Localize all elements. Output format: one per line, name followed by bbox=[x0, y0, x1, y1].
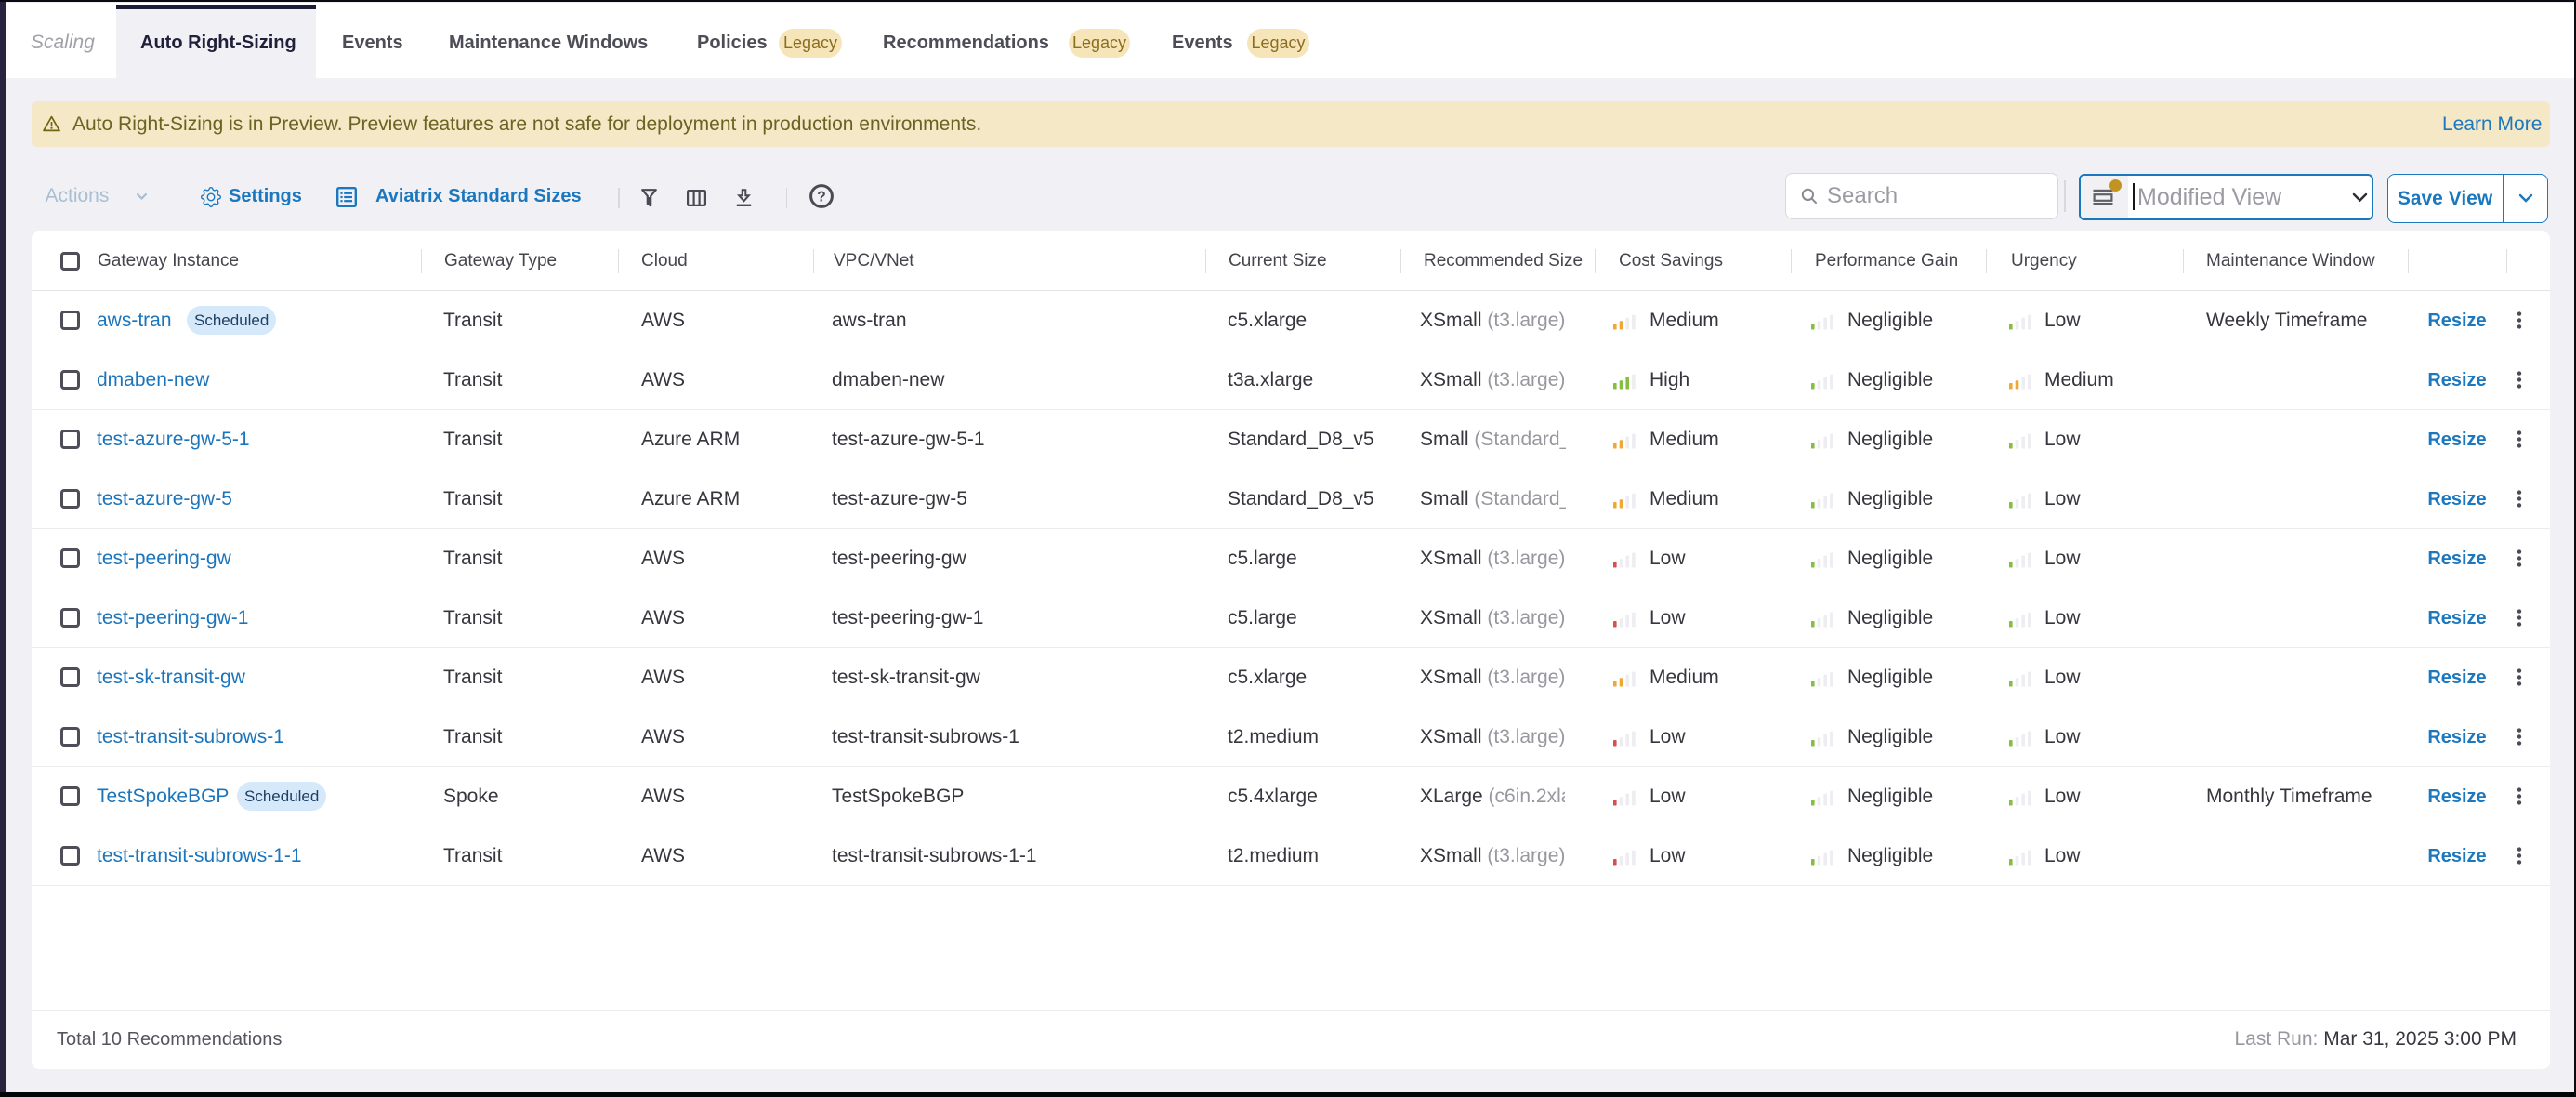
svg-text:?: ? bbox=[817, 189, 825, 205]
